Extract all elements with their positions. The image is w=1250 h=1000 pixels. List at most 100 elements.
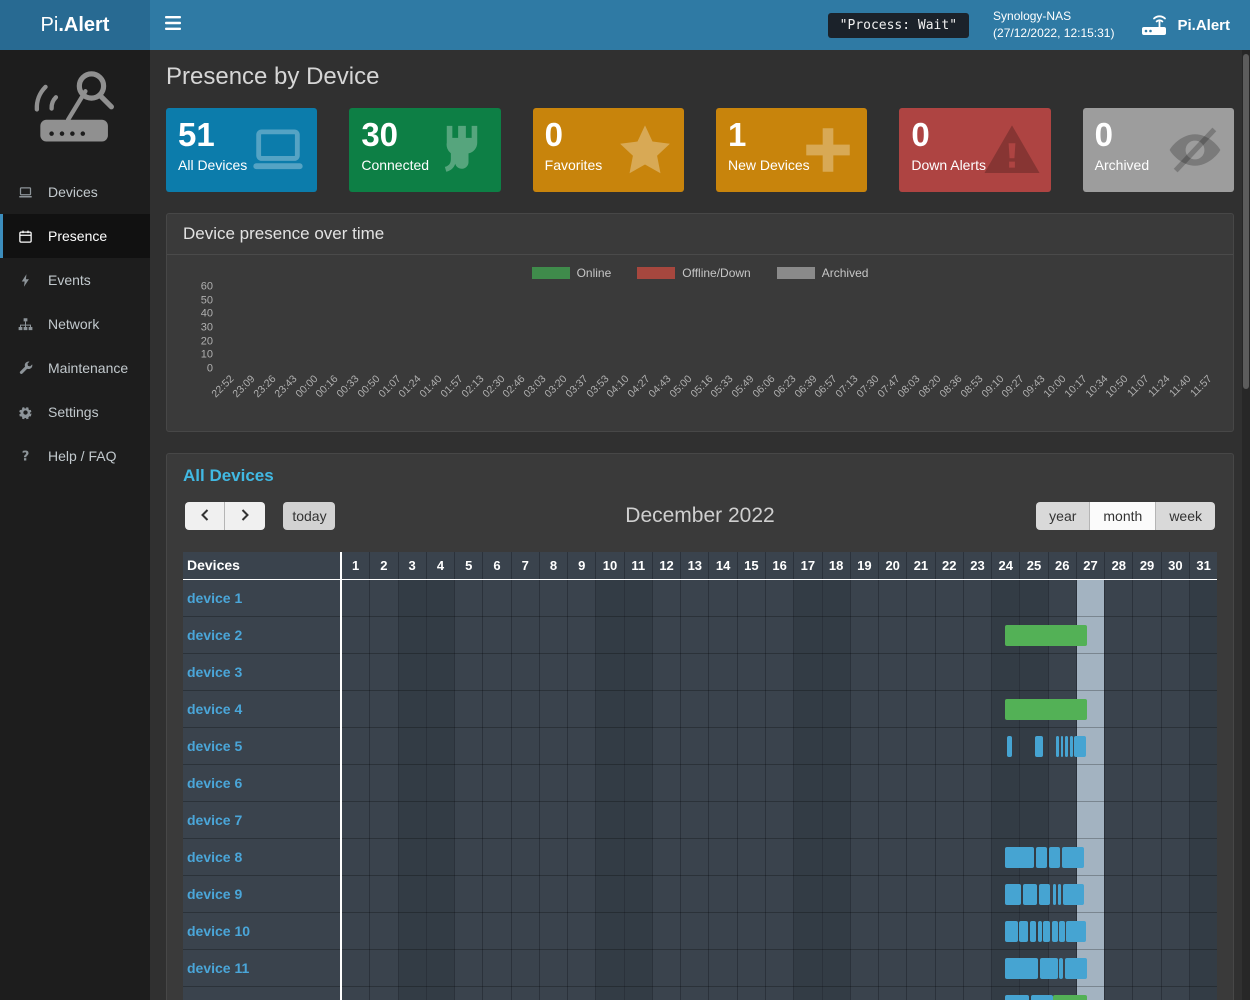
presence-row-device-10 xyxy=(342,913,1217,950)
sidebar-toggle-button[interactable] xyxy=(150,0,196,50)
session-presence-bar[interactable] xyxy=(1056,736,1060,757)
online-presence-bar[interactable] xyxy=(1005,699,1088,720)
sidebar-item-events[interactable]: Events xyxy=(0,258,150,302)
session-presence-bar[interactable] xyxy=(1058,921,1065,942)
device-link-device-2[interactable]: device 2 xyxy=(187,627,243,643)
summary-card-new-devices[interactable]: 1 New Devices xyxy=(715,108,868,192)
view-year-button[interactable]: year xyxy=(1036,502,1091,530)
session-presence-bar[interactable] xyxy=(1005,921,1018,942)
today-button[interactable]: today xyxy=(283,502,336,530)
summary-card-archived[interactable]: 0 Archived xyxy=(1082,108,1234,192)
session-presence-bar[interactable] xyxy=(1005,884,1021,905)
sidebar-item-help-faq[interactable]: ? Help / FAQ xyxy=(0,434,150,478)
sidebar-item-maintenance[interactable]: Maintenance xyxy=(0,346,150,390)
device-link-device-5[interactable]: device 5 xyxy=(187,738,243,754)
online-presence-bar[interactable] xyxy=(1053,995,1088,1000)
device-link-device-8[interactable]: device 8 xyxy=(187,849,243,865)
session-presence-bar[interactable] xyxy=(1029,921,1037,942)
x-tick-label: 03:20 xyxy=(542,373,570,401)
session-presence-bar[interactable] xyxy=(1005,958,1038,979)
day-column-28 xyxy=(1105,580,1134,1000)
device-name-cell: device 1 xyxy=(183,580,340,617)
session-presence-bar[interactable] xyxy=(1031,995,1054,1000)
session-presence-bar[interactable] xyxy=(1006,736,1012,757)
session-presence-bar[interactable] xyxy=(1065,736,1068,757)
next-button[interactable] xyxy=(225,502,265,530)
session-presence-bar[interactable] xyxy=(1063,884,1084,905)
session-presence-bar[interactable] xyxy=(1035,847,1048,868)
sidebar-item-devices[interactable]: Devices xyxy=(0,170,150,214)
day-column-11 xyxy=(624,580,653,1000)
session-presence-bar[interactable] xyxy=(1005,995,1030,1000)
legend-online[interactable]: Online xyxy=(531,266,611,280)
laptop-icon xyxy=(249,121,307,179)
device-link-device-7[interactable]: device 7 xyxy=(187,812,243,828)
device-link-device-3[interactable]: device 3 xyxy=(187,664,243,680)
view-month-button[interactable]: month xyxy=(1090,502,1157,530)
day-header-26: 26 xyxy=(1049,552,1077,579)
app-logo[interactable]: Pi .Alert xyxy=(0,0,150,50)
view-week-button[interactable]: week xyxy=(1156,502,1215,530)
session-presence-bar[interactable] xyxy=(1034,736,1044,757)
sidebar-item-network[interactable]: Network xyxy=(0,302,150,346)
session-presence-bar[interactable] xyxy=(1057,884,1062,905)
legend-offline-down[interactable]: Offline/Down xyxy=(637,266,751,280)
summary-card-favorites[interactable]: 0 Favorites xyxy=(532,108,684,192)
session-presence-bar[interactable] xyxy=(1019,921,1028,942)
device-link-device-6[interactable]: device 6 xyxy=(187,775,243,791)
online-presence-bar[interactable] xyxy=(1005,625,1088,646)
sidebar-item-settings[interactable]: Settings xyxy=(0,390,150,434)
device-link-device-12[interactable]: device 12 xyxy=(187,997,250,1000)
device-link-device-9[interactable]: device 9 xyxy=(187,886,243,902)
x-tick-label: 06:39 xyxy=(791,373,820,401)
device-link-device-10[interactable]: device 10 xyxy=(187,923,251,939)
x-tick-label: 23:26 xyxy=(251,373,279,401)
session-presence-bar[interactable] xyxy=(1051,921,1058,942)
session-presence-bar[interactable] xyxy=(1049,847,1061,868)
session-presence-bar[interactable] xyxy=(1043,921,1051,942)
x-tick-label: 11:57 xyxy=(1187,373,1215,400)
session-presence-bar[interactable] xyxy=(1061,736,1064,757)
all-devices-panel: All Devices today December 2022 year mont… xyxy=(166,453,1234,1000)
session-presence-bar[interactable] xyxy=(1022,884,1037,905)
day-column-22 xyxy=(936,580,964,1000)
device-name-cell: device 2 xyxy=(183,617,340,654)
session-presence-bar[interactable] xyxy=(1039,958,1058,979)
process-status-badge: "Process: Wait" xyxy=(827,12,970,38)
device-link-device-1[interactable]: device 1 xyxy=(187,590,243,606)
summary-card-connected[interactable]: 30 Connected xyxy=(349,108,501,192)
y-tick-label: 30 xyxy=(200,321,213,334)
day-column-3 xyxy=(398,580,427,1000)
session-presence-bar[interactable] xyxy=(1064,958,1088,979)
session-presence-bar[interactable] xyxy=(1038,884,1051,905)
session-presence-bar[interactable] xyxy=(1005,847,1034,868)
scrollbar-thumb[interactable] xyxy=(1243,54,1249,389)
session-presence-bar[interactable] xyxy=(1069,736,1074,757)
session-presence-bar[interactable] xyxy=(1065,921,1086,942)
nas-name: Synology-NAS xyxy=(993,8,1072,23)
sidebar-item-presence[interactable]: Presence xyxy=(0,214,150,258)
summary-card-down-alerts[interactable]: 0 Down Alerts xyxy=(899,108,1051,192)
session-presence-bar[interactable] xyxy=(1037,921,1042,942)
x-tick-label: 02:13 xyxy=(459,373,487,401)
device-name-cell: device 9 xyxy=(183,876,340,913)
summary-card-all-devices[interactable]: 51 All Devices xyxy=(166,108,318,192)
device-link-device-11[interactable]: device 11 xyxy=(187,960,250,976)
presence-row-device-9 xyxy=(342,876,1217,913)
calendar-title: December 2022 xyxy=(625,504,775,527)
session-presence-bar[interactable] xyxy=(1052,884,1057,905)
card-value: 1 xyxy=(727,116,747,153)
session-presence-bar[interactable] xyxy=(1074,736,1086,757)
nas-timestamp: (27/12/2022, 12:15:31) xyxy=(993,26,1115,40)
day-header-6: 6 xyxy=(483,552,512,579)
session-presence-bar[interactable] xyxy=(1058,958,1064,979)
session-presence-bar[interactable] xyxy=(1061,847,1085,868)
card-label: New Devices xyxy=(727,156,810,173)
prev-button[interactable] xyxy=(185,502,225,530)
day-header-2: 2 xyxy=(370,552,399,579)
chart-legend: Online Offline/Down Archived xyxy=(183,255,1217,285)
legend-archived[interactable]: Archived xyxy=(776,266,868,280)
day-header-9: 9 xyxy=(568,552,597,579)
device-link-device-4[interactable]: device 4 xyxy=(187,701,243,717)
device-name-cell: device 8 xyxy=(183,839,340,876)
